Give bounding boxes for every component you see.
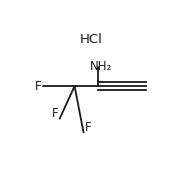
Text: F: F: [85, 121, 92, 134]
Text: F: F: [35, 80, 41, 93]
Text: NH₂: NH₂: [90, 60, 113, 73]
Text: HCl: HCl: [79, 33, 102, 46]
Text: F: F: [52, 107, 58, 120]
